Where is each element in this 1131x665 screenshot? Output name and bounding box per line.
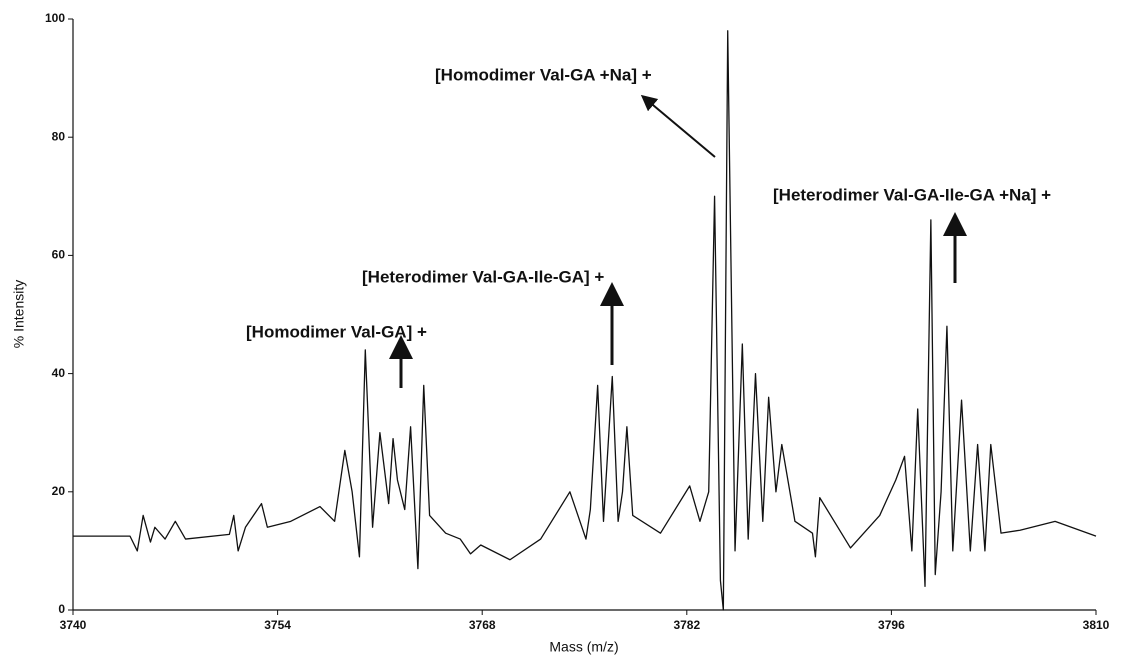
x-tick-label: 3740 [60, 618, 87, 632]
x-axis-label: Mass (m/z) [549, 639, 618, 655]
x-tick-label: 3754 [264, 618, 291, 632]
x-tick-label: 3810 [1083, 618, 1110, 632]
y-tick-label: 80 [52, 129, 66, 143]
x-tick-label: 3796 [878, 618, 905, 632]
annotation: [Homodimer Val-GA] + [246, 322, 427, 341]
x-tick-label: 3768 [469, 618, 496, 632]
y-tick-label: 100 [45, 11, 65, 25]
spectrum-line [73, 30, 1097, 611]
y-axis-label: % Intensity [11, 280, 27, 348]
annotation: [Heterodimer Val-GA-Ile-GA] + [362, 267, 604, 286]
y-tick-label: 20 [52, 484, 66, 498]
annotation: [Homodimer Val-GA +Na] + [435, 65, 652, 84]
arrow [640, 94, 716, 158]
x-tick-label: 3782 [673, 618, 700, 632]
y-tick-label: 40 [52, 366, 66, 380]
plot: 0 20 40 60 80 100 3740 3754 3768 3782 3796 3810 [45, 11, 1110, 632]
y-tick-label: 60 [52, 248, 66, 262]
annotation: [Heterodimer Val-GA-Ile-GA +Na] + [773, 185, 1051, 204]
y-tick-label: 0 [58, 602, 65, 616]
